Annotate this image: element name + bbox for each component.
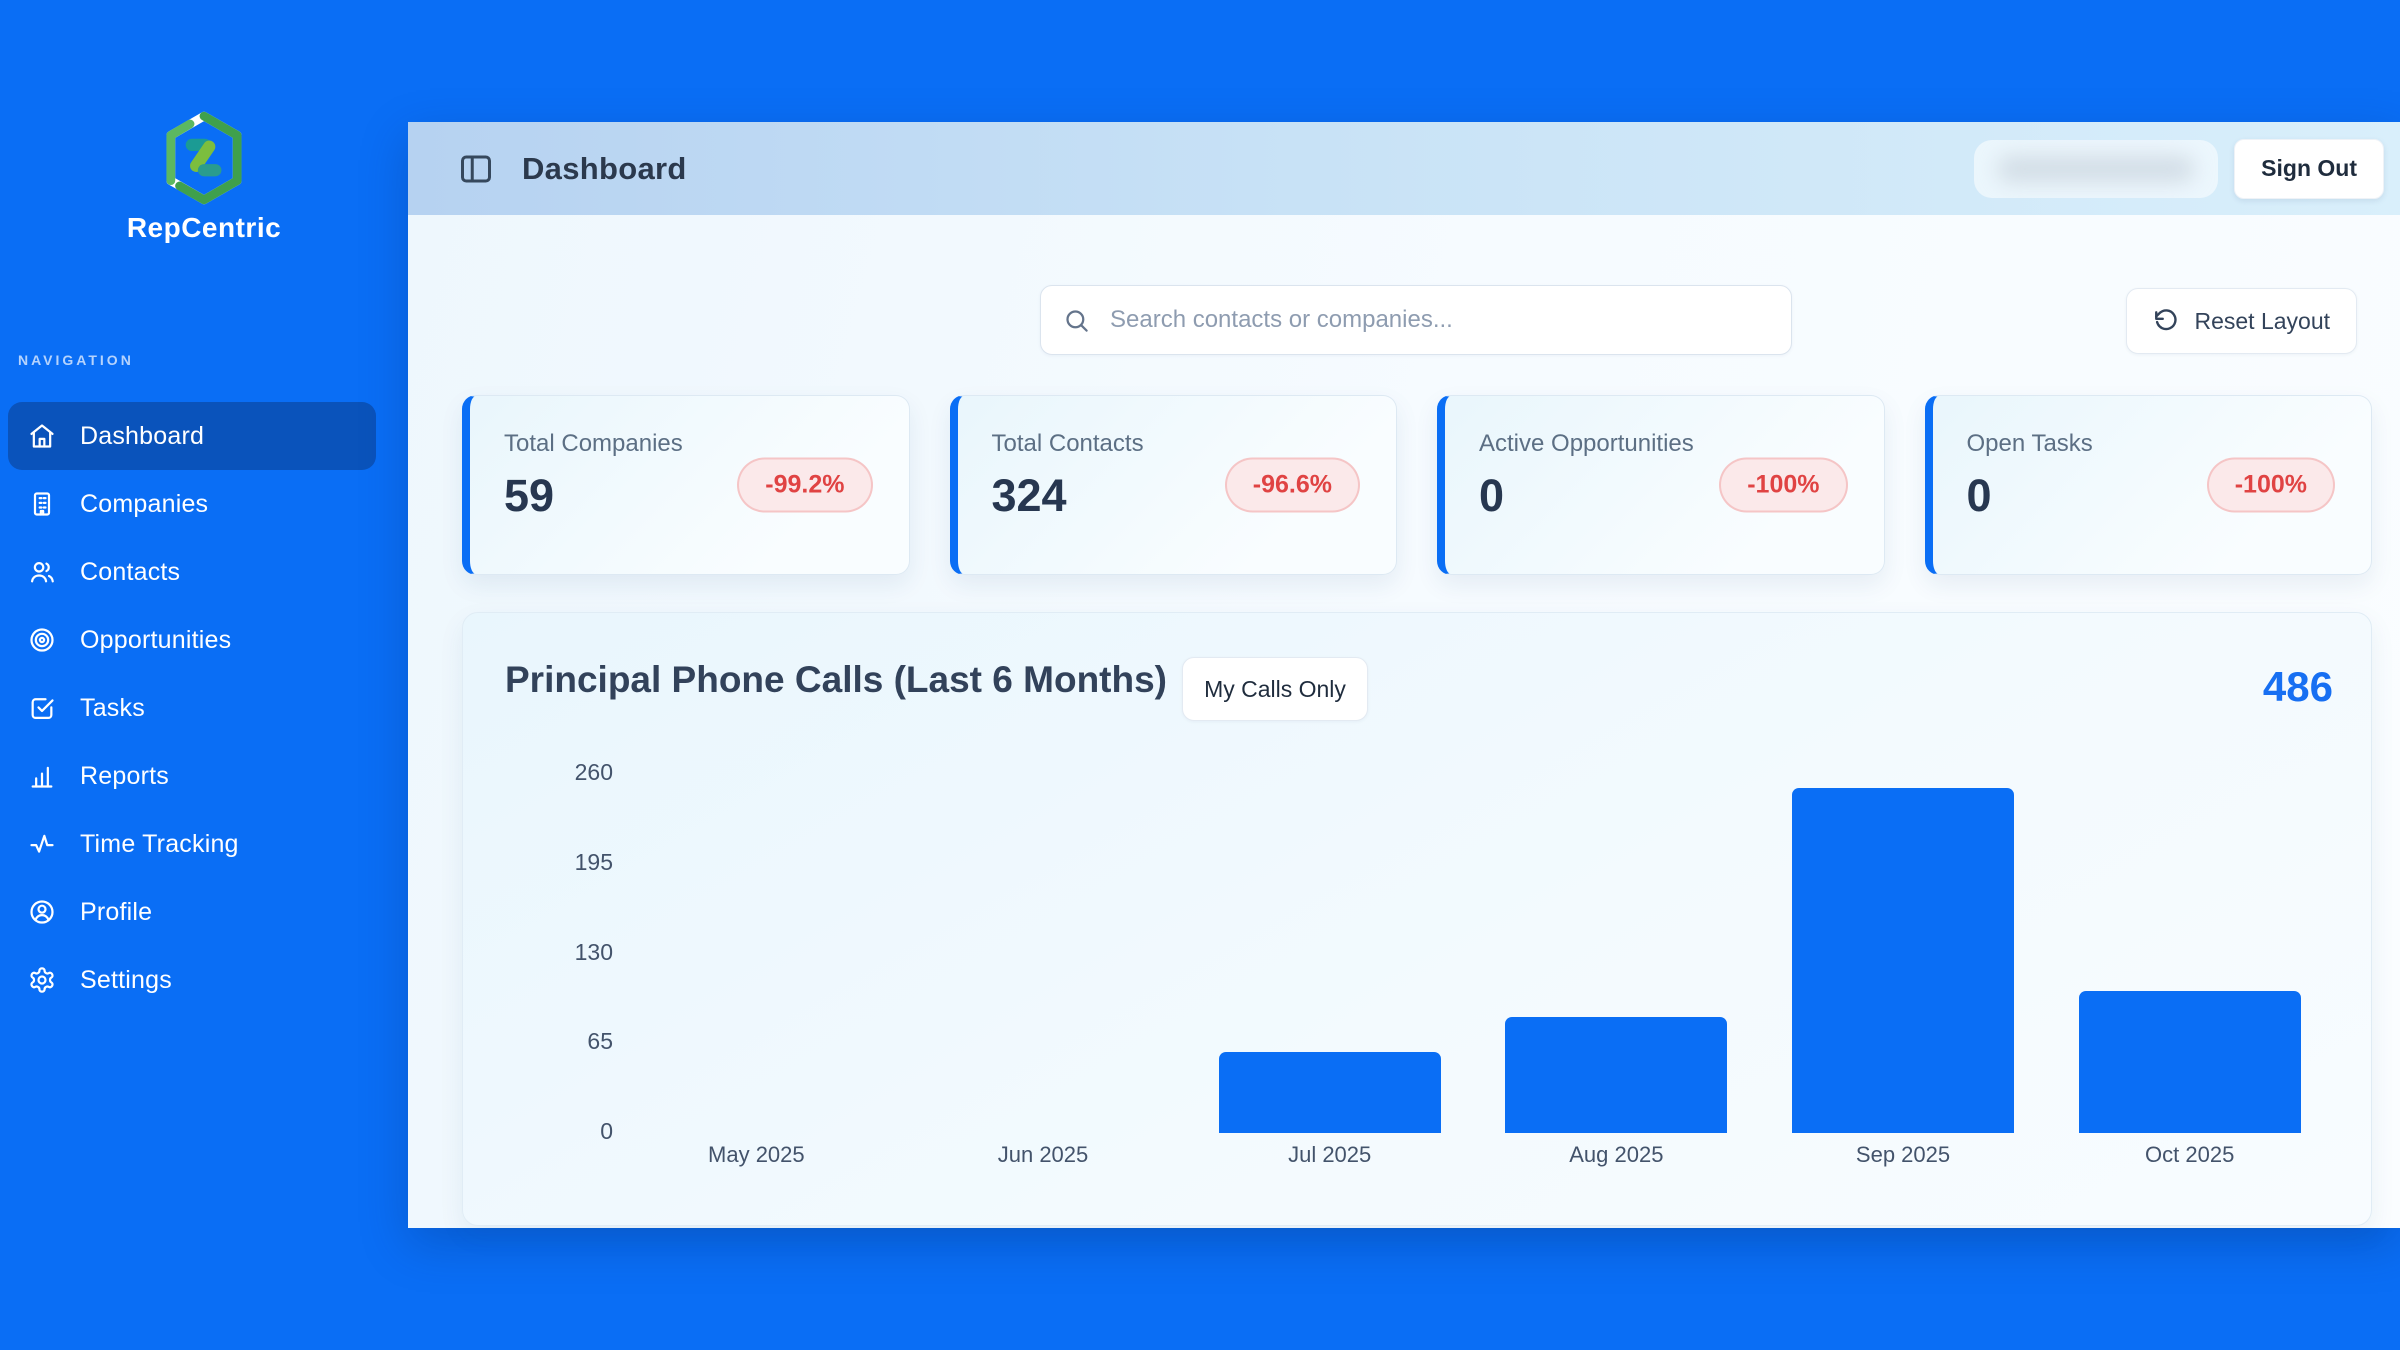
- search-icon: [1066, 309, 1088, 332]
- sidebar-item-label: Settings: [80, 965, 172, 994]
- chart-total-value: 486: [2262, 663, 2333, 710]
- stat-change-badge: -100%: [1719, 457, 1848, 513]
- brand-name: RepCentric: [126, 212, 282, 243]
- chart-bar[interactable]: [1791, 787, 2015, 1133]
- sidebar-item-label: Reports: [80, 761, 169, 790]
- sidebar-item-settings[interactable]: Settings: [8, 946, 376, 1014]
- reset-layout-button[interactable]: Reset Layout: [2126, 288, 2357, 354]
- sidebar-item-profile[interactable]: Profile: [8, 878, 376, 946]
- sidebar-toggle-icon[interactable]: [458, 151, 494, 187]
- my-calls-only-button[interactable]: My Calls Only: [1182, 657, 1368, 721]
- x-axis-labels: May 2025 Jun 2025 Jul 2025 Aug 2025 Sep …: [613, 1142, 2333, 1168]
- x-axis-label: Aug 2025: [1569, 1142, 1664, 1167]
- stat-label: Active Opportunities: [1479, 430, 1694, 457]
- stat-value: 0: [1479, 470, 1505, 521]
- x-axis-label: Oct 2025: [2145, 1142, 2235, 1167]
- x-axis-label: Jul 2025: [1288, 1142, 1372, 1167]
- sidebar-item-label: Dashboard: [80, 421, 205, 450]
- activity-icon: [28, 830, 56, 858]
- logo: RepCentric: [0, 110, 408, 244]
- chart-slot: [2046, 774, 2333, 1133]
- reset-layout-label: Reset Layout: [2194, 307, 2330, 334]
- stat-change-badge: -96.6%: [1224, 457, 1360, 513]
- sidebar-item-tasks[interactable]: Tasks: [8, 674, 376, 742]
- sidebar-item-label: Opportunities: [80, 625, 232, 654]
- stat-card-total-contacts: Total Contacts 324 -96.6%: [949, 395, 1397, 575]
- sidebar-item-label: Tasks: [80, 693, 145, 722]
- sidebar-item-label: Contacts: [80, 557, 181, 586]
- chart-slot: [1760, 774, 2047, 1133]
- search-input[interactable]: [1108, 305, 1769, 335]
- page-header: Dashboard Sign Out: [408, 122, 2400, 215]
- chart-bar[interactable]: [1218, 1051, 1441, 1133]
- sidebar-item-contacts[interactable]: Contacts: [8, 538, 376, 606]
- y-axis-tick: 65: [587, 1028, 613, 1054]
- nav-section-label: NAVIGATION: [18, 352, 134, 368]
- chart-bar[interactable]: [2078, 990, 2301, 1133]
- sidebar-item-companies[interactable]: Companies: [8, 470, 376, 538]
- stat-card-active-opportunities: Active Opportunities 0 -100%: [1437, 395, 1885, 575]
- sidebar-nav: Dashboard Companies Contacts Opportuniti…: [8, 402, 376, 1014]
- bar-chart-icon: [28, 762, 56, 790]
- sidebar: RepCentric NAVIGATION Dashboard Companie…: [0, 0, 408, 1350]
- repcentric-hexagon-logo-icon: [166, 111, 242, 205]
- search-box: [1040, 285, 1792, 355]
- y-axis-tick: 195: [574, 849, 613, 875]
- sidebar-item-label: Companies: [80, 489, 209, 518]
- x-axis-label: Jun 2025: [997, 1142, 1089, 1167]
- users-icon: [28, 558, 56, 586]
- sidebar-item-opportunities[interactable]: Opportunities: [8, 606, 376, 674]
- chart-slot: [1186, 774, 1473, 1133]
- stat-card-open-tasks: Open Tasks 0 -100%: [1924, 395, 2372, 575]
- stat-label: Total Companies: [504, 430, 683, 457]
- sidebar-item-label: Profile: [80, 897, 153, 926]
- chart-plot: [613, 774, 2333, 1133]
- stat-label: Open Tasks: [1966, 430, 2093, 457]
- stat-value: 324: [991, 470, 1067, 521]
- main-panel: Dashboard Sign Out Reset Layout Total Co…: [408, 122, 2400, 1228]
- target-icon: [28, 626, 56, 654]
- y-axis-tick: 260: [574, 759, 613, 785]
- x-axis-label: Sep 2025: [1855, 1142, 1951, 1167]
- page-title: Dashboard: [522, 150, 687, 186]
- chart-slot: [1473, 774, 1760, 1133]
- chart-bar[interactable]: [1505, 1017, 1728, 1133]
- stat-value: 59: [504, 470, 555, 521]
- phone-calls-chart-card: Principal Phone Calls (Last 6 Months) My…: [462, 612, 2372, 1226]
- y-axis-tick: 130: [574, 939, 613, 965]
- stat-card-total-companies: Total Companies 59 -99.2%: [462, 395, 910, 575]
- chart-title: Principal Phone Calls (Last 6 Months): [505, 659, 1167, 700]
- stat-label: Total Contacts: [991, 430, 1144, 457]
- building-icon: [28, 490, 56, 518]
- stat-change-badge: -100%: [2206, 457, 2335, 513]
- account-menu-blurred[interactable]: [1974, 139, 2219, 198]
- home-icon: [28, 422, 56, 450]
- y-axis-tick: 0: [600, 1118, 613, 1144]
- sign-out-button[interactable]: Sign Out: [2234, 138, 2384, 199]
- header-right: Sign Out: [1974, 122, 2384, 215]
- gear-icon: [28, 966, 56, 994]
- stat-value: 0: [1966, 470, 1992, 521]
- check-square-icon: [28, 694, 56, 722]
- x-axis-label: May 2025: [708, 1142, 805, 1167]
- sidebar-item-label: Time Tracking: [80, 829, 239, 858]
- sidebar-item-time-tracking[interactable]: Time Tracking: [8, 810, 376, 878]
- sidebar-item-reports[interactable]: Reports: [8, 742, 376, 810]
- chart-slot: [613, 774, 900, 1133]
- user-circle-icon: [28, 898, 56, 926]
- sidebar-item-dashboard[interactable]: Dashboard: [8, 402, 376, 470]
- stat-change-badge: -99.2%: [737, 457, 873, 513]
- stat-cards-row: Total Companies 59 -99.2% Total Contacts…: [462, 395, 2372, 575]
- rotate-ccw-icon: [2155, 309, 2178, 331]
- chart-slot: [900, 774, 1187, 1133]
